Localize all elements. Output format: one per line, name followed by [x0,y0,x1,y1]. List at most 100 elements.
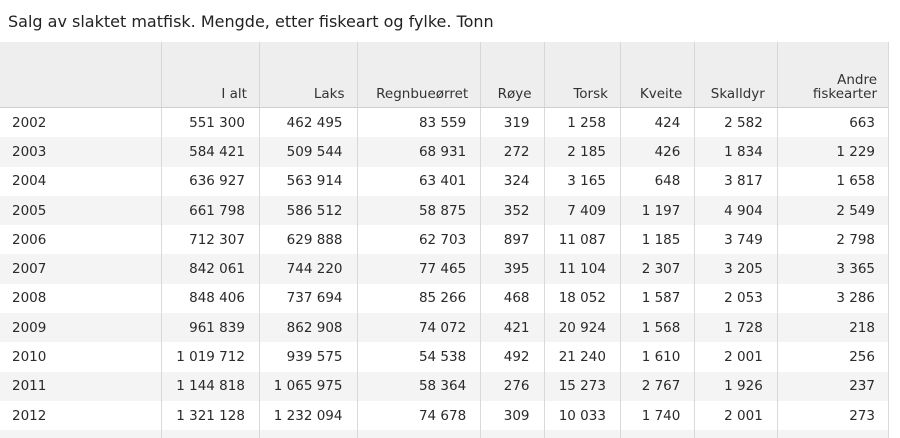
table-cell: 7 409 [543,195,621,226]
table-cell: 395 [480,254,545,284]
table-cell: 1 197 [619,195,695,226]
table-cell: 1 610 [619,342,695,372]
data-table: I alt Laks Regnbueørret Røye Torsk Kveit… [0,42,889,438]
table-cell: 421 [480,313,545,343]
table-cell-empty [776,430,889,438]
table-row: 2004 636 927 563 914 63 401 324 3 165 648 3 817… [0,166,889,196]
table-cell: 629 888 [258,225,357,255]
table-cell: 663 [776,107,889,138]
table-body: 2002 551 300 462 495 83 559 319 1 258 424 2 582… [0,107,889,438]
table-cell: 256 [776,342,889,372]
table-cell: 842 061 [161,254,260,284]
table-cell: 83 559 [356,107,481,138]
table-row: 2002 551 300 462 495 83 559 319 1 258 424 2 582… [0,107,889,138]
table-cell: 1 587 [619,283,695,314]
table-row: 2007 842 061 744 220 77 465 395 11 104 2 307 3 … [0,254,889,284]
table-cell: 1 232 094 [258,400,357,431]
table-cell: 509 544 [258,137,357,167]
table-cell: 426 [619,137,695,167]
table-cell: 2 767 [619,371,695,401]
table-row-partial [0,430,889,438]
row-year-cell: 2008 [12,290,47,307]
table-right-border [888,42,889,438]
table-cell: 272 [480,137,545,167]
table-cell: 10 033 [543,400,621,431]
row-year-cell: 2011 [0,371,162,401]
row-year-cell: 2009 [0,313,162,343]
table-cell: 85 266 [356,283,481,314]
table-cell: 1 144 818 [161,371,260,401]
table-cell: 62 703 [356,225,481,255]
table-cell: 74 072 [356,313,481,343]
table-cell: 2 053 [694,283,778,314]
table-cell: 1 065 975 [258,371,357,401]
table-cell: 584 421 [161,137,260,167]
table-cell: 3 817 [694,166,778,196]
header-cell-laks: Laks [258,42,357,108]
table-cell: 862 908 [258,313,357,343]
table-cell: 20 924 [543,313,621,343]
row-year-cell: 2003 [0,137,162,167]
table-cell-empty [543,430,621,438]
table-cell: 551 300 [161,107,260,138]
row-year-cell: 2002 [12,114,47,131]
table-cell: 661 798 [161,195,260,226]
table-cell: 3 365 [776,254,889,284]
table-cell: 276 [480,371,545,401]
table-cell: 273 [776,400,889,431]
table-cell: 74 678 [356,400,481,431]
table-row: 2011 1 144 818 1 065 975 58 364 276 15 273 2 7… [0,371,889,401]
row-year-cell: 2007 [0,254,162,284]
table-cell: 1 834 [694,137,778,167]
table-cell: 1 926 [694,371,778,401]
table-scroll-area[interactable]: I alt Laks Regnbueørret Røye Torsk Kveit… [0,42,889,438]
header-cell-andre-fiskearter: Andre fiskearter [776,42,889,108]
table-cell: 2 307 [619,254,695,284]
table-cell: 21 240 [543,342,621,372]
table-cell: 2 185 [543,137,621,167]
table-cell: 3 749 [694,225,778,255]
table-cell: 961 839 [161,313,260,343]
table-row: 2006 712 307 629 888 62 703 897 11 087 1 185 3 … [0,225,889,255]
row-year-cell: 2006 [12,231,47,248]
header-cell-kveite: Kveite [619,42,695,108]
table-cell: 77 465 [356,254,481,284]
table-cell: 3 165 [543,166,621,196]
table-cell: 939 575 [258,342,357,372]
table-cell: 3 205 [694,254,778,284]
header-cell-torsk: Torsk [543,42,621,108]
table-cell: 1 321 128 [161,400,260,431]
table-cell-empty [480,430,545,438]
table-row: 2009 961 839 862 908 74 072 421 20 924 1 568 1 … [0,313,889,343]
header-cell-i-alt: I alt [161,42,260,108]
table-cell: 424 [619,107,695,138]
table-cell: 18 052 [543,283,621,314]
table-cell: 4 904 [694,195,778,226]
table-cell: 737 694 [258,283,357,314]
table-cell: 58 875 [356,195,481,226]
header-row: I alt Laks Regnbueørret Røye Torsk Kveit… [0,42,889,108]
table-row: 2008 848 406 737 694 85 266 468 18 052 1 587 2 … [0,283,889,314]
table-cell: 1 185 [619,225,695,255]
row-year-cell: 2010 [12,349,47,366]
table-cell: 897 [480,225,545,255]
row-year-cell: 2004 [12,173,47,190]
table-cell: 2 001 [694,342,778,372]
table-cell-empty [619,430,695,438]
table-cell: 1 658 [776,166,889,196]
table-cell-empty [694,430,778,438]
table-cell: 15 273 [543,371,621,401]
table-cell-empty [356,430,481,438]
table-cell: 319 [480,107,545,138]
table-cell: 636 927 [161,166,260,196]
table-cell: 462 495 [258,107,357,138]
table-row: 2003 584 421 509 544 68 931 272 2 185 426 1 834… [0,137,889,167]
table-cell: 848 406 [161,283,260,314]
table-cell: 237 [776,371,889,401]
header-cell-regnbueorret: Regnbueørret [356,42,481,108]
table-cell: 324 [480,166,545,196]
row-year-cell: 2012 [12,407,47,424]
table-cell: 2 549 [776,195,889,226]
table-cell: 309 [480,400,545,431]
table-cell-empty [258,430,357,438]
